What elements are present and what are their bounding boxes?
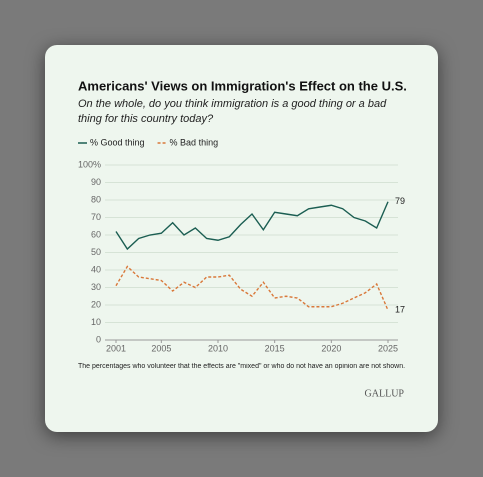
x-tick-label: 2001 — [106, 343, 126, 353]
legend-label: % Good thing — [90, 137, 145, 147]
y-tick-label: 70 — [91, 212, 101, 222]
y-tick-label: 0 — [96, 334, 101, 344]
y-tick-label: 50 — [91, 247, 101, 257]
chart-title: Americans' Views on Immigration's Effect… — [78, 78, 407, 93]
x-tick-label: 2020 — [321, 343, 341, 353]
y-tick-label: 40 — [91, 264, 101, 274]
note-box: The percentages who volunteer that the e… — [78, 363, 406, 370]
subtitle-box: On the whole, do you think immigration i… — [78, 98, 387, 125]
y-tick-label: 20 — [91, 299, 101, 309]
y-tick-label: 30 — [91, 282, 101, 292]
x-tick-label: 2010 — [208, 343, 228, 353]
y-tick-label: 100% — [78, 159, 101, 169]
x-tick-label: 2025 — [378, 343, 398, 353]
source-logo: GALLUP — [365, 388, 405, 399]
x-tick-label: 2015 — [265, 343, 285, 353]
chart-note: The percentages who volunteer that the e… — [78, 363, 406, 370]
card — [45, 45, 438, 432]
y-tick-label: 60 — [91, 229, 101, 239]
chart-subtitle: On the whole, do you think immigration i… — [78, 98, 387, 125]
x-tick-label: 2005 — [151, 343, 171, 353]
data-line — [115, 201, 389, 251]
end-label: 17 — [395, 305, 405, 315]
end-label: 79 — [395, 196, 405, 206]
legend-label: % Bad thing — [170, 137, 219, 147]
y-tick-label: 90 — [91, 177, 101, 187]
y-tick-label: 80 — [91, 194, 101, 204]
data-line — [115, 265, 389, 311]
y-tick-label: 10 — [91, 317, 101, 327]
